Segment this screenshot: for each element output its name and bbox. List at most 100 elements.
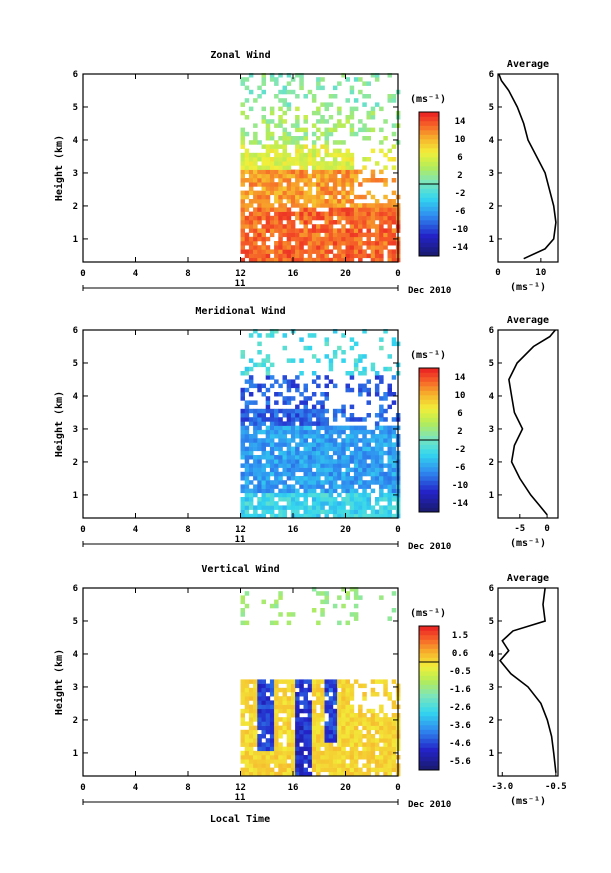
vertical-colorbar-swatch (419, 756, 439, 762)
zonal-profile-line (498, 73, 557, 260)
vertical-ytick-label: 5 (73, 617, 78, 627)
zonal-colorbar-tick: -14 (452, 243, 469, 253)
meridional-colorbar-swatch (419, 471, 439, 477)
vertical-colorbar-swatch (419, 684, 439, 690)
meridional-colorbar-tick: -14 (452, 499, 469, 509)
vertical-profile-xtick-label: -0.5 (545, 782, 567, 792)
zonal-colorbar-swatch (419, 184, 439, 189)
zonal-colorbar-swatch (419, 116, 439, 122)
zonal-colorbar-swatch (419, 166, 439, 171)
meridional-colorbar-tick: -2 (455, 445, 466, 455)
zonal-colorbar-swatch (419, 175, 439, 180)
meridional-xtick-label: 16 (288, 525, 299, 535)
meridional-profile-xtick-label: 0 (544, 524, 549, 534)
vertical-profile-ytick-label: 2 (489, 716, 494, 726)
zonal-profile-ytick-label: 1 (489, 235, 494, 245)
vertical-colorbar-tick: 0.6 (452, 649, 468, 659)
meridional-colorbar-swatch (419, 435, 439, 441)
vertical-ylabel: Height (km) (53, 649, 65, 715)
meridional-colorbar-swatch (419, 404, 439, 409)
vertical-ytick-label: 3 (73, 683, 78, 693)
zonal-colorbar-swatch (419, 193, 439, 198)
meridional-xtick-label: 12 (235, 525, 246, 535)
zonal-xtick-label: 0 (395, 269, 400, 279)
meridional-profile-ytick-label: 6 (489, 326, 494, 336)
zonal-colorbar-swatch (419, 242, 439, 248)
vertical-xtick-label: 16 (288, 783, 299, 793)
vertical-profile-ytick-label: 4 (489, 650, 495, 660)
zonal-colorbar-tick: 6 (457, 153, 462, 163)
vertical-colorbar-tick: -4.6 (449, 739, 471, 749)
zonal-colorbar-tick: 14 (455, 117, 466, 127)
zonal-colorbar-tick: 2 (457, 171, 462, 181)
meridional-colorbar-swatch (419, 368, 439, 373)
meridional-ylabel: Height (km) (53, 391, 65, 457)
vertical-xtick-label: 4 (133, 783, 139, 793)
zonal-colorbar-swatch (419, 121, 439, 126)
meridional-xtick-label: 0 (395, 525, 400, 535)
zonal-colorbar-tick: -10 (452, 225, 468, 235)
vertical-ytick-label: 6 (73, 584, 78, 594)
vertical-colorbar-swatch (419, 644, 439, 649)
vertical-colorbar-tick: 1.5 (452, 631, 468, 641)
meridional-colorbar-swatch (419, 372, 439, 378)
vertical-xtick-label: 12 (235, 783, 246, 793)
meridional-profile-xlabel: (ms⁻¹) (510, 538, 546, 549)
vertical-xtick-label: 0 (395, 783, 400, 793)
meridional-ytick-label: 6 (73, 326, 78, 336)
meridional-colorbar-swatch (419, 444, 439, 450)
vertical-profile-ytick-label: 5 (489, 617, 494, 627)
zonal-ytick-label: 2 (73, 202, 78, 212)
vertical-colorbar-swatch (419, 653, 439, 658)
zonal-colorbar-swatch (419, 112, 439, 117)
zonal-colorbar-swatch (419, 143, 439, 149)
zonal-profile-xlabel: (ms⁻¹) (510, 282, 546, 293)
vertical-profile-title: Average (507, 573, 549, 584)
meridional-colorbar-swatch (419, 507, 439, 513)
meridional-profile-ytick-label: 3 (489, 425, 494, 435)
zonal-colorbar-swatch (419, 229, 439, 234)
meridional-profile-ytick-label: 2 (489, 458, 494, 468)
zonal-colorbar-swatch (419, 157, 439, 162)
vertical-date-label: Dec 2010 (408, 800, 451, 810)
zonal-profile-ytick-label: 4 (489, 136, 495, 146)
vertical-colorbar-swatch (419, 747, 439, 753)
meridional-colorbar-swatch (419, 449, 439, 454)
zonal-colorbar-swatch (419, 224, 439, 230)
vertical-profile-ytick-label: 6 (489, 584, 494, 594)
vertical-ytick-label: 1 (73, 749, 78, 759)
vertical-ytick-label: 4 (73, 650, 79, 660)
meridional-colorbar-swatch (419, 422, 439, 427)
meridional-heatmap-cells (240, 329, 401, 519)
meridional-colorbar-swatch (419, 458, 439, 463)
vertical-xtick-label: 0 (80, 783, 85, 793)
zonal-ytick-label: 5 (73, 103, 78, 113)
vertical-colorbar-swatch (419, 707, 439, 712)
meridional-ytick-label: 2 (73, 458, 78, 468)
zonal-colorbar-tick: -6 (455, 207, 466, 217)
meridional-colorbar-swatch (419, 381, 439, 387)
meridional-colorbar-tick: 6 (457, 409, 462, 419)
vertical-colorbar-swatch (419, 761, 439, 766)
meridional-profile-line (508, 329, 556, 516)
zonal-colorbar-tick: -2 (455, 189, 466, 199)
zonal-xtick-label: 16 (288, 269, 299, 279)
zonal-ytick-label: 4 (73, 136, 79, 146)
meridional-ytick-label: 1 (73, 491, 78, 501)
meridional-colorbar-swatch (419, 431, 439, 436)
vertical-profile-xlabel: (ms⁻¹) (510, 796, 546, 807)
meridional-colorbar-swatch (419, 399, 439, 405)
zonal-heatmap-cells (240, 73, 401, 263)
zonal-colorbar-swatch (419, 170, 439, 176)
vertical-title: Vertical Wind (201, 563, 279, 575)
zonal-xtick-label: 20 (340, 269, 351, 279)
vertical-colorbar-swatch (419, 639, 439, 645)
vertical-colorbar-swatch (419, 680, 439, 685)
vertical-colorbar-swatch (419, 743, 439, 748)
zonal-profile-ytick-label: 5 (489, 103, 494, 113)
meridional-colorbar-swatch (419, 498, 439, 504)
zonal-xtick-label: 4 (133, 269, 139, 279)
vertical-colorbar-swatch (419, 734, 439, 739)
zonal-profile-xtick-label: 10 (535, 268, 546, 278)
vertical-colorbar-swatch (419, 626, 439, 631)
